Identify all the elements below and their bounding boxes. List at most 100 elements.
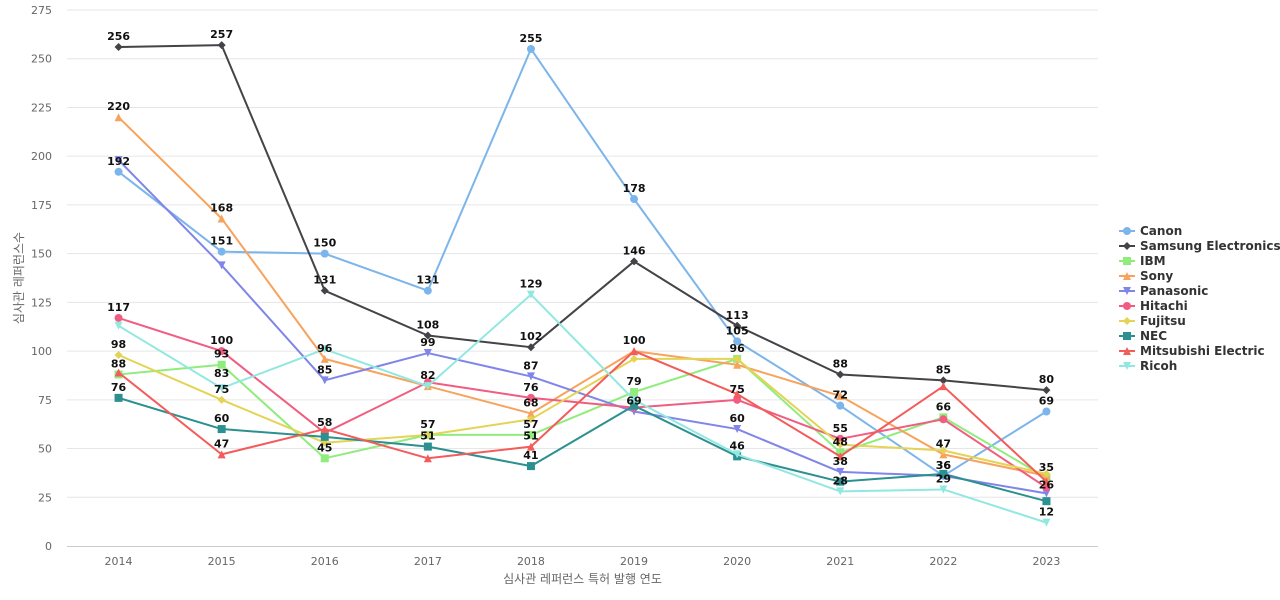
legend-label: Panasonic — [1140, 284, 1208, 298]
data-label: 256 — [107, 30, 130, 43]
data-label: 151 — [210, 235, 233, 248]
y-tick-label: 150 — [31, 248, 52, 261]
legend-item-sony[interactable]: Sony — [1119, 269, 1173, 283]
series-line — [117, 44, 1048, 392]
x-tick-label: 2017 — [414, 555, 442, 568]
series-line — [117, 396, 1048, 503]
data-point — [526, 462, 535, 471]
data-point — [320, 249, 329, 258]
legend-label: Mitsubishi Electric — [1140, 344, 1265, 358]
legend-item-ricoh[interactable]: Ricoh — [1119, 359, 1177, 373]
data-point — [836, 467, 845, 476]
legend-label: Sony — [1140, 269, 1173, 283]
data-point — [630, 347, 639, 356]
data-label: 168 — [210, 202, 233, 215]
data-point — [733, 321, 742, 330]
data-point — [217, 247, 226, 256]
data-point — [1042, 386, 1051, 395]
series-ricoh — [114, 290, 1051, 527]
x-tick-label: 2015 — [208, 555, 236, 568]
data-label: 150 — [313, 237, 336, 250]
data-point — [836, 434, 845, 443]
legend-marker — [1123, 257, 1131, 265]
data-label: 69 — [1039, 395, 1054, 408]
data-label: 35 — [1039, 461, 1054, 474]
data-point — [836, 401, 845, 410]
y-tick-label: 250 — [31, 53, 52, 66]
data-point — [526, 430, 535, 439]
data-label: 117 — [107, 301, 130, 314]
series-samsung-electronics — [114, 41, 1051, 395]
data-label: 76 — [111, 381, 127, 394]
series-canon — [114, 44, 1051, 480]
data-point — [217, 395, 226, 404]
legend-label: Fujitsu — [1140, 314, 1186, 328]
legend-label: Ricoh — [1140, 359, 1177, 373]
data-point — [320, 425, 329, 434]
y-tick-label: 25 — [38, 491, 52, 504]
data-point — [526, 409, 535, 418]
series-line — [117, 357, 1048, 479]
legend-label: Canon — [1140, 224, 1182, 238]
data-label: 60 — [214, 412, 230, 425]
data-point — [939, 376, 948, 385]
legend-item-samsung-electronics[interactable]: Samsung Electronics — [1119, 239, 1280, 253]
legend-item-canon[interactable]: Canon — [1119, 224, 1182, 238]
legend-item-nec[interactable]: NEC — [1119, 329, 1167, 343]
data-label: 93 — [214, 348, 229, 361]
data-point — [320, 376, 329, 385]
legend-marker — [1123, 362, 1131, 370]
data-label: 28 — [833, 474, 848, 487]
data-label: 82 — [420, 369, 435, 382]
data-point — [836, 452, 845, 461]
data-label: 102 — [519, 330, 542, 343]
legend-item-fujitsu[interactable]: Fujitsu — [1119, 314, 1186, 328]
data-point — [423, 382, 432, 391]
x-tick-label: 2021 — [826, 555, 854, 568]
series-line — [117, 350, 1048, 483]
data-point — [526, 372, 535, 381]
data-label: 55 — [833, 422, 848, 435]
data-label: 257 — [210, 28, 233, 41]
data-label: 72 — [833, 389, 848, 402]
data-point — [114, 113, 123, 122]
legend-marker — [1123, 317, 1131, 325]
data-label: 51 — [420, 430, 435, 443]
legend-item-mitsubishi-electric[interactable]: Mitsubishi Electric — [1119, 344, 1265, 358]
data-point — [320, 454, 329, 463]
data-point — [939, 446, 948, 455]
data-label: 146 — [623, 244, 646, 257]
legend-marker — [1123, 227, 1131, 235]
data-label: 60 — [729, 412, 745, 425]
x-tick-label: 2022 — [929, 555, 957, 568]
legend-item-ibm[interactable]: IBM — [1119, 254, 1166, 268]
data-label: 100 — [210, 334, 233, 347]
legend-marker — [1123, 287, 1131, 295]
data-label: 255 — [519, 32, 542, 45]
data-label: 80 — [1039, 373, 1055, 386]
data-label: 12 — [1039, 506, 1054, 519]
grid-lines — [67, 9, 1098, 498]
data-label: 105 — [726, 324, 749, 337]
data-point — [114, 393, 123, 402]
legend-marker — [1123, 347, 1131, 355]
data-point — [423, 331, 432, 340]
x-tick-label: 2023 — [1032, 555, 1060, 568]
series-line — [117, 353, 1048, 475]
data-point — [320, 354, 329, 363]
data-point — [217, 384, 226, 393]
data-label: 99 — [420, 336, 435, 349]
data-label: 47 — [214, 437, 229, 450]
data-point — [114, 43, 123, 52]
legend-item-panasonic[interactable]: Panasonic — [1119, 284, 1208, 298]
y-tick-label: 100 — [31, 345, 52, 358]
data-label: 83 — [214, 367, 229, 380]
legend-item-hitachi[interactable]: Hitachi — [1119, 299, 1188, 313]
data-point — [733, 360, 742, 369]
data-label: 57 — [523, 418, 538, 431]
data-label: 85 — [936, 363, 951, 376]
x-tick-label: 2020 — [723, 555, 751, 568]
data-point — [114, 368, 123, 377]
